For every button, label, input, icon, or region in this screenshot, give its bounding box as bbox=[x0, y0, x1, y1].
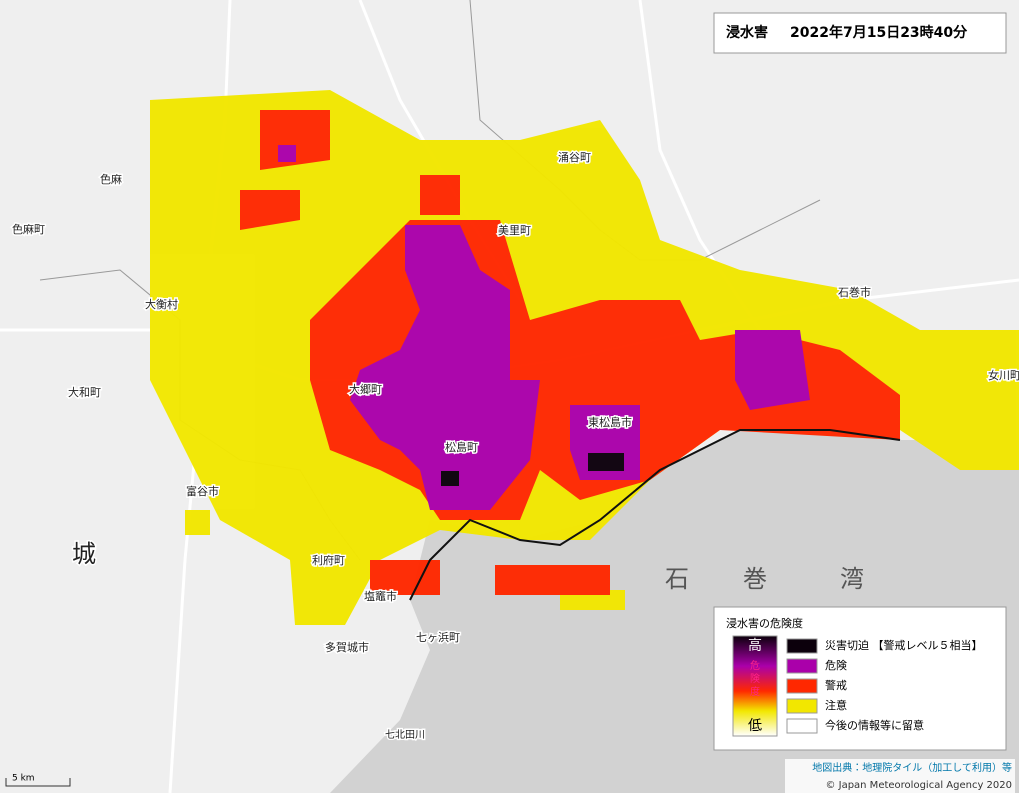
scale-bar: 5 km bbox=[5, 774, 71, 787]
legend-title: 浸水害の危険度 bbox=[726, 617, 803, 630]
credits-background bbox=[785, 759, 1015, 793]
legend-high: 高 bbox=[748, 637, 762, 654]
imminent-area bbox=[588, 453, 624, 471]
legend-scale-char: 度 bbox=[750, 685, 760, 698]
title-background bbox=[713, 12, 1007, 54]
place-label: 松島町 bbox=[445, 440, 478, 454]
place-label: 色麻 bbox=[100, 173, 122, 186]
place-label: 利府町 bbox=[312, 554, 345, 567]
place-label: 七ヶ浜町 bbox=[416, 631, 460, 644]
place-label: 色麻町 bbox=[12, 223, 45, 236]
legend-low: 低 bbox=[748, 718, 762, 734]
imminent-area bbox=[441, 471, 459, 486]
caution-area bbox=[185, 510, 625, 610]
bay-label: 湾 bbox=[840, 565, 864, 593]
legend-label: 警戒 bbox=[825, 678, 847, 692]
legend: 浸水害の危険度 高 危 険 度 低 災害切迫 【警戒レベル５相当】危険警戒注意今… bbox=[713, 606, 1007, 751]
scale-line bbox=[5, 778, 71, 787]
place-label: 大和町 bbox=[68, 385, 101, 399]
legend-swatch bbox=[786, 718, 818, 734]
place-labels: 色麻町 色麻 大衡村 大和町 富谷市 利府町 塩竈市 多賀城市 七ヶ浜町 松島町… bbox=[11, 150, 1019, 743]
place-label: 大郷町 bbox=[349, 382, 382, 396]
danger-area bbox=[278, 145, 810, 510]
place-label: 城 bbox=[72, 540, 96, 568]
credit-source[interactable]: 地図出典：地理院タイル（加工して利用）等 bbox=[812, 761, 1012, 774]
legend-label: 災害切迫 【警戒レベル５相当】 bbox=[825, 638, 983, 652]
legend-label: 危険 bbox=[825, 659, 847, 672]
scale-label: 5 km bbox=[12, 774, 35, 784]
warning-area bbox=[240, 110, 460, 230]
place-label: 東松島市 bbox=[588, 415, 632, 429]
legend-label: 注意 bbox=[825, 699, 847, 712]
credit-copyright: © Japan Meteorological Agency 2020 bbox=[825, 780, 1012, 791]
place-label: 女川町 bbox=[988, 369, 1019, 382]
legend-label: 今後の情報等に留意 bbox=[825, 718, 924, 732]
legend-swatch bbox=[786, 638, 818, 654]
coastline bbox=[409, 429, 901, 601]
place-label: 大衡村 bbox=[145, 297, 178, 311]
bay-label: 巻 bbox=[743, 565, 767, 593]
legend-scale-bar bbox=[732, 635, 778, 737]
place-label: 多賀城市 bbox=[325, 640, 369, 654]
place-label: 涌谷町 bbox=[558, 151, 591, 164]
river-label: 七北田川 bbox=[385, 729, 425, 741]
place-label: 塩竈市 bbox=[364, 589, 397, 603]
legend-swatch bbox=[786, 678, 818, 694]
bay-label: 石 bbox=[665, 565, 689, 593]
title-label: 浸水害 bbox=[726, 24, 768, 41]
title-datetime: 2022年7月15日23時40分 bbox=[790, 24, 968, 41]
legend-scale-char: 危 bbox=[750, 660, 760, 672]
place-label: 美里町 bbox=[498, 224, 531, 237]
credits: 地図出典：地理院タイル（加工して利用）等 © Japan Meteorologi… bbox=[785, 759, 1015, 793]
legend-swatch bbox=[786, 658, 818, 674]
hazard-cells bbox=[150, 90, 1019, 625]
legend-swatch bbox=[786, 698, 818, 714]
place-label: 石巻市 bbox=[838, 286, 871, 299]
legend-scale-char: 険 bbox=[750, 673, 760, 685]
place-label: 富谷市 bbox=[186, 485, 219, 498]
warning-area bbox=[370, 560, 610, 595]
title-box: 浸水害 2022年7月15日23時40分 bbox=[713, 12, 1007, 54]
